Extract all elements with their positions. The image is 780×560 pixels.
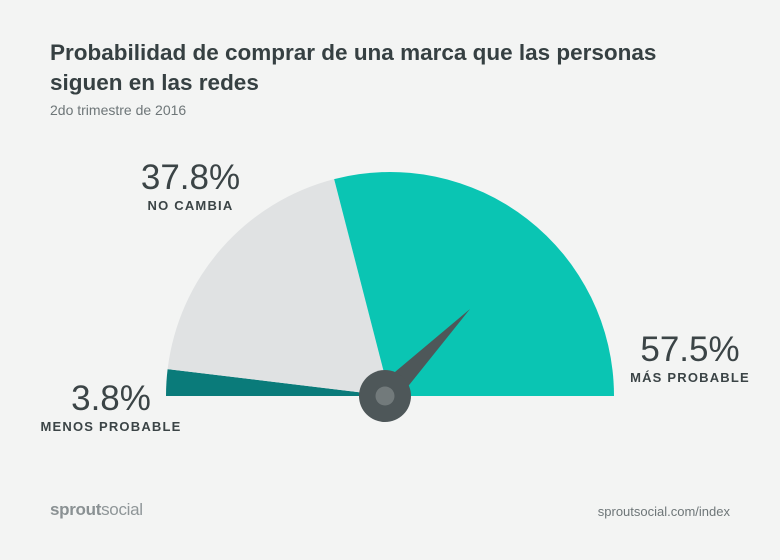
source-url: sproutsocial.com/index: [597, 504, 730, 519]
label-mas-probable: 57.5% MÁS PROBABLE: [622, 330, 758, 386]
gauge-slice-m-s-probable: [334, 172, 614, 396]
brand-light: social: [101, 500, 143, 519]
brand-bold: sprout: [50, 500, 102, 519]
gauge-slice-menos-probable: [165, 369, 390, 396]
gauge-slice-no-cambia: [167, 179, 390, 396]
gauge-hub-center: [375, 386, 395, 406]
value-mas-probable: 57.5%: [640, 330, 740, 369]
value-menos-probable: 3.8%: [71, 379, 151, 418]
label-menos-probable: 3.8% MENOS PROBABLE: [30, 379, 192, 435]
chart-title: Probabilidad de comprar de una marca que…: [50, 40, 657, 95]
category-mas-probable: MÁS PROBABLE: [630, 370, 750, 385]
category-no-cambia: NO CAMBIA: [147, 198, 234, 213]
value-no-cambia: 37.8%: [140, 158, 241, 197]
chart-subtitle: 2do trimestre de 2016: [50, 102, 187, 118]
sprout-social-logo: sproutsocial: [50, 500, 143, 520]
label-no-cambia: 37.8% NO CAMBIA: [133, 158, 248, 214]
category-menos-probable: MENOS PROBABLE: [40, 419, 182, 434]
